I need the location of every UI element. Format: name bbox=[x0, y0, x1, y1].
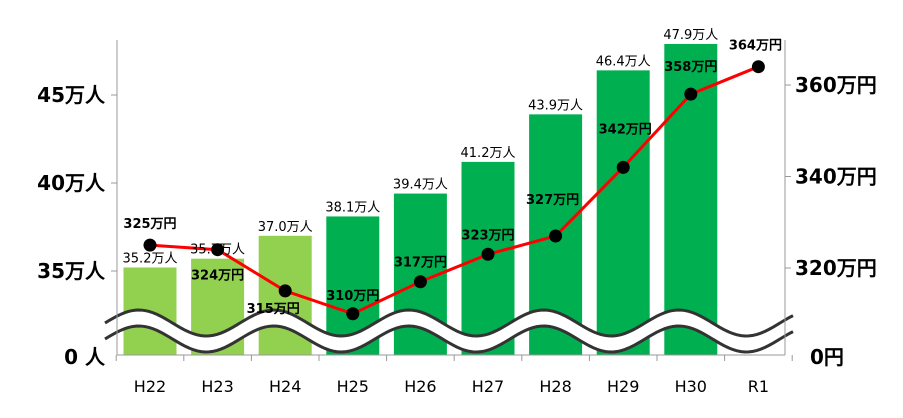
bar-data-label: 38.1万人 bbox=[325, 200, 380, 215]
line-point-H28 bbox=[549, 229, 563, 243]
axis-break bbox=[104, 308, 795, 354]
line-point-H30 bbox=[684, 87, 698, 101]
bar-data-label: 35.7万人 bbox=[190, 243, 245, 258]
x-tick-label: H22 bbox=[134, 377, 166, 396]
x-tick-label: H23 bbox=[201, 377, 233, 396]
line-data-label: 342万円 bbox=[599, 122, 652, 137]
x-tick-label: R1 bbox=[748, 377, 769, 396]
axis-break-fill bbox=[105, 310, 795, 352]
left-zero-label: 0 人 bbox=[64, 345, 106, 369]
right-zero-label: 0円 bbox=[810, 345, 844, 369]
x-tick-label: H27 bbox=[472, 377, 504, 396]
line-data-label: 317万円 bbox=[394, 256, 447, 271]
line-data-label: 325万円 bbox=[123, 217, 176, 232]
axis-break-line bbox=[104, 308, 794, 338]
line-data-label: 364万円 bbox=[729, 39, 782, 54]
bar-data-label: 46.4万人 bbox=[596, 54, 651, 69]
line-point-H29 bbox=[616, 160, 630, 174]
bar-H29 bbox=[596, 70, 650, 356]
right-tick-label: 320万円 bbox=[795, 256, 877, 280]
x-tick-label: H26 bbox=[404, 377, 436, 396]
line-data-label: 310万円 bbox=[326, 289, 379, 304]
axis-break-line bbox=[104, 324, 794, 354]
line-data-label: 315万円 bbox=[247, 302, 300, 317]
line-point-H23 bbox=[211, 243, 225, 257]
line-data-label: 358万円 bbox=[664, 60, 717, 75]
right-tick-label: 340万円 bbox=[795, 165, 877, 189]
left-tick-label: 40万人 bbox=[37, 171, 106, 195]
bars-layer bbox=[123, 43, 718, 356]
bar-data-label: 35.2万人 bbox=[123, 251, 178, 266]
line-series bbox=[149, 65, 759, 316]
line-data-label: 327万円 bbox=[526, 193, 579, 208]
line-point-H26 bbox=[413, 275, 427, 289]
labels-layer: 35.2万人 35.7万人 37.0万人 38.1万人 39.4万人 41.2万人 43.9… bbox=[123, 28, 782, 317]
left-tick-label: 45万人 bbox=[37, 83, 106, 107]
bar-data-label: 37.0万人 bbox=[258, 220, 313, 235]
bar-data-label: 41.2万人 bbox=[461, 146, 516, 161]
line-data-label: 324万円 bbox=[191, 269, 244, 284]
line-data-label: 323万円 bbox=[461, 228, 514, 243]
line-layer bbox=[143, 60, 765, 321]
bar-data-label: 39.4万人 bbox=[393, 178, 448, 193]
line-point-H22 bbox=[143, 238, 157, 252]
line-point-H25 bbox=[346, 307, 360, 321]
bar-data-label: 43.9万人 bbox=[528, 98, 583, 113]
x-tick-label: H25 bbox=[337, 377, 369, 396]
line-point-R1 bbox=[751, 60, 765, 74]
x-tick-label: H24 bbox=[269, 377, 301, 396]
bar-data-label: 47.9万人 bbox=[663, 28, 718, 43]
x-tick-label: H28 bbox=[539, 377, 571, 396]
line-point-H24 bbox=[278, 284, 292, 298]
x-tick-label: H30 bbox=[675, 377, 707, 396]
left-tick-label: 35万人 bbox=[37, 259, 106, 283]
x-tick-label: H29 bbox=[607, 377, 639, 396]
line-point-H27 bbox=[481, 247, 495, 261]
axes-layer: 35万人 40万人 45万人 0 人 320万円 340万円 360万円 0円 H22 H23 H2… bbox=[37, 40, 877, 396]
right-tick-label: 360万円 bbox=[795, 73, 877, 97]
